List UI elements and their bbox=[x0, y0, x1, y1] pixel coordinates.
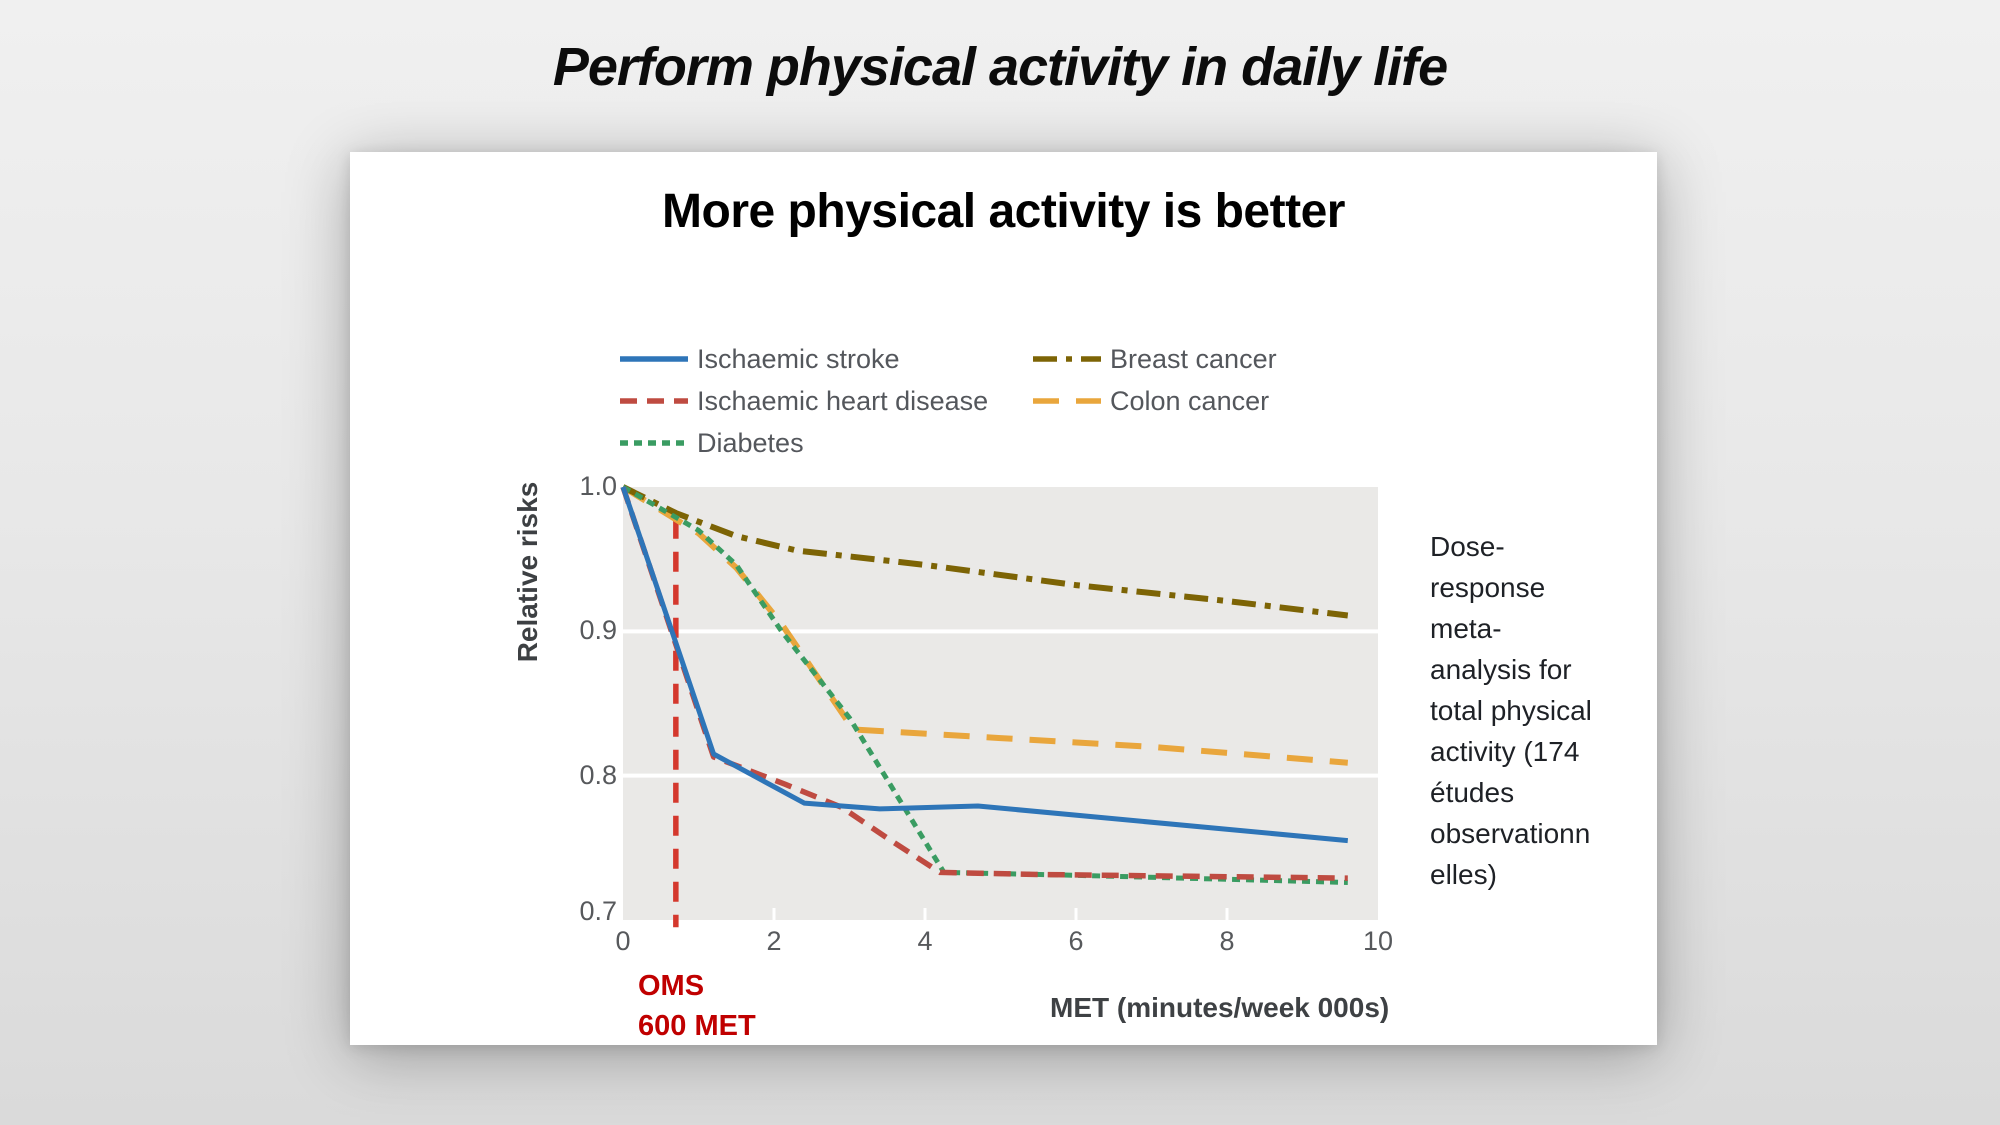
x-axis-title: MET (minutes/week 000s) bbox=[1050, 992, 1390, 1023]
chart-card: More physical activity is better Ischaem… bbox=[350, 152, 1657, 1045]
legend-swatch-ischaemic-heart-disease bbox=[620, 398, 688, 404]
side-note-line-6: activity (174 bbox=[1430, 736, 1580, 767]
legend-swatch-breast-cancer bbox=[1033, 356, 1101, 362]
y-tick-label-0.8: 0.8 bbox=[579, 759, 617, 790]
x-tick-label-4: 4 bbox=[917, 926, 933, 956]
side-note-line-9: elles) bbox=[1430, 859, 1497, 890]
x-tick-label-10: 10 bbox=[1362, 926, 1394, 956]
series-ischaemic-stroke bbox=[620, 486, 1349, 844]
series-ischaemic-heart-disease bbox=[620, 486, 1348, 881]
side-note-line-3: meta- bbox=[1430, 613, 1502, 644]
chart-legend-column-2: Breast cancer Colon cancer bbox=[1033, 338, 1277, 422]
legend-swatch-diabetes bbox=[620, 440, 688, 446]
legend-item-colon-cancer: Colon cancer bbox=[1033, 380, 1277, 422]
legend-label-breast-cancer: Breast cancer bbox=[1110, 343, 1277, 374]
side-note: Dose-response meta-analysis for total phys… bbox=[1430, 526, 1645, 895]
who-600met-annotation: OMS 600 MET bbox=[638, 966, 756, 1046]
slide-title: Perform physical activity in daily life bbox=[552, 37, 1448, 97]
legend-label-colon-cancer: Colon cancer bbox=[1110, 385, 1270, 416]
x-tick-label-8: 8 bbox=[1219, 926, 1235, 956]
series-breast-cancer bbox=[621, 484, 1349, 619]
series-colon-cancer bbox=[621, 484, 1349, 766]
legend-item-diabetes: Diabetes bbox=[620, 422, 988, 464]
side-note-line-2: response bbox=[1430, 572, 1546, 603]
x-tick-label-2: 2 bbox=[766, 926, 782, 956]
side-note-line-4: analysis for bbox=[1430, 654, 1572, 685]
legend-label-ischaemic-stroke: Ischaemic stroke bbox=[697, 343, 900, 374]
chart-canvas bbox=[620, 484, 1378, 928]
y-tick-label-1.0: 1.0 bbox=[579, 471, 617, 501]
side-note-line-1: Dose- bbox=[1430, 531, 1505, 562]
side-note-line-8: observationn bbox=[1430, 818, 1591, 849]
who-600met-annotation-line1: OMS bbox=[638, 970, 705, 1002]
y-axis-title: Relative risks bbox=[512, 481, 543, 663]
legend-swatch-ischaemic-stroke bbox=[620, 356, 688, 362]
legend-swatch-colon-cancer bbox=[1033, 398, 1101, 404]
legend-item-ischaemic-stroke: Ischaemic stroke bbox=[620, 338, 988, 380]
chart-legend-column-1: Ischaemic stroke Ischaemic heart disease D… bbox=[620, 338, 988, 464]
x-tick-label-6: 6 bbox=[1068, 926, 1084, 956]
side-note-line-7: études bbox=[1430, 777, 1515, 808]
y-tick-label-0.9: 0.9 bbox=[579, 615, 617, 646]
legend-item-breast-cancer: Breast cancer bbox=[1033, 338, 1277, 380]
series-diabetes bbox=[621, 484, 1348, 885]
side-note-line-5: total physical bbox=[1430, 695, 1592, 726]
x-tick-label-0: 0 bbox=[615, 926, 631, 956]
legend-label-ischaemic-heart-disease: Ischaemic heart disease bbox=[697, 385, 989, 416]
chart-title: More physical activity is better bbox=[662, 185, 1345, 238]
who-600met-annotation-line2: 600 MET bbox=[638, 1010, 756, 1042]
y-tick-label-0.7: 0.7 bbox=[579, 896, 617, 926]
legend-label-diabetes: Diabetes bbox=[697, 427, 804, 458]
legend-item-ischaemic-heart-disease: Ischaemic heart disease bbox=[620, 380, 988, 422]
plot-area bbox=[620, 484, 1378, 928]
